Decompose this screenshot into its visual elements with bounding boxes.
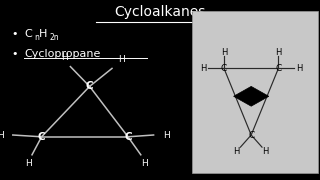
Text: C: C: [221, 64, 227, 73]
Text: H: H: [262, 147, 269, 156]
Text: Cycloalkanes: Cycloalkanes: [114, 5, 206, 19]
Text: C: C: [38, 132, 45, 142]
Text: •: •: [11, 29, 18, 39]
Polygon shape: [234, 86, 269, 106]
Text: C: C: [124, 132, 132, 142]
Text: H: H: [275, 48, 282, 57]
Text: C: C: [24, 29, 32, 39]
Text: H: H: [200, 64, 206, 73]
Text: H: H: [221, 48, 227, 57]
Text: H: H: [118, 55, 125, 64]
Text: H: H: [140, 159, 148, 168]
Text: H: H: [0, 130, 4, 140]
Text: H: H: [25, 159, 32, 168]
Text: •: •: [11, 49, 18, 59]
Text: H: H: [39, 29, 48, 39]
Text: n: n: [35, 33, 39, 42]
Text: C: C: [248, 130, 254, 140]
Text: H: H: [234, 147, 240, 156]
Text: Cyclopropane: Cyclopropane: [24, 49, 100, 59]
Bar: [192, 11, 318, 173]
Text: C: C: [86, 81, 93, 91]
Text: 2n: 2n: [50, 33, 60, 42]
Text: H: H: [296, 64, 302, 73]
Text: H: H: [60, 53, 68, 62]
Text: H: H: [163, 130, 170, 140]
Text: C: C: [275, 64, 282, 73]
